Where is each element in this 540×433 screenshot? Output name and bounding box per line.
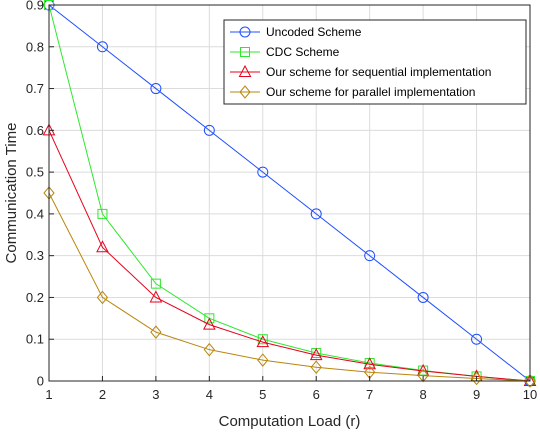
data-point-diamond bbox=[96, 290, 109, 305]
data-point-circle bbox=[471, 333, 483, 345]
y-tick-label: 0.9 bbox=[26, 0, 44, 13]
y-tick-label: 0.2 bbox=[26, 290, 44, 305]
x-tick-label: 1 bbox=[45, 387, 52, 402]
y-tick-label: 0.8 bbox=[26, 39, 44, 54]
x-tick-label: 7 bbox=[366, 387, 373, 402]
y-tick-label: 0.5 bbox=[26, 165, 44, 180]
y-tick-label: 0.1 bbox=[26, 332, 44, 347]
data-point-circle bbox=[203, 124, 215, 136]
legend-marker-triangle bbox=[238, 64, 252, 77]
data-point-diamond bbox=[150, 325, 162, 339]
legend-item: Our scheme for sequential implementation bbox=[230, 64, 491, 79]
data-point-triangle bbox=[523, 373, 537, 386]
data-point-square bbox=[204, 313, 215, 324]
legend-label: Uncoded Scheme bbox=[266, 25, 362, 39]
x-tick-label: 5 bbox=[259, 387, 266, 402]
legend-label: CDC Scheme bbox=[266, 45, 340, 59]
x-tick-label: 10 bbox=[523, 387, 537, 402]
series-layer bbox=[42, 0, 537, 388]
data-point-circle bbox=[150, 83, 162, 95]
data-point-diamond bbox=[203, 342, 215, 357]
data-point-square bbox=[150, 278, 161, 289]
data-point-diamond bbox=[257, 353, 269, 367]
legend-label: Our scheme for parallel implementation bbox=[266, 85, 475, 99]
data-point-diamond bbox=[524, 374, 536, 388]
y-tick-label: 0.3 bbox=[26, 248, 44, 263]
legend-marker-square bbox=[240, 47, 250, 57]
series-4 bbox=[43, 186, 536, 388]
x-tick-label: 4 bbox=[206, 387, 213, 402]
legend-label: Our scheme for sequential implementation bbox=[266, 65, 491, 79]
data-point-triangle bbox=[149, 290, 163, 303]
legend-marker-circle bbox=[239, 26, 251, 38]
data-point-circle bbox=[96, 41, 108, 53]
legend-item: Uncoded Scheme bbox=[230, 25, 362, 39]
data-point-square bbox=[97, 208, 108, 219]
legend-item: CDC Scheme bbox=[230, 45, 340, 59]
data-point-triangle bbox=[203, 317, 216, 330]
x-tick-label: 9 bbox=[473, 387, 480, 402]
data-point-triangle bbox=[363, 357, 376, 370]
series-line bbox=[48, 130, 531, 382]
legend: Uncoded Scheme CDC Scheme Our scheme for s… bbox=[223, 19, 527, 105]
y-tick-label: 0 bbox=[37, 374, 44, 389]
data-point-diamond bbox=[470, 371, 483, 386]
x-tick-label: 3 bbox=[152, 387, 159, 402]
plot-frame bbox=[48, 4, 531, 382]
y-axis-label: Communication Time bbox=[3, 123, 20, 264]
legend-item: Our scheme for parallel implementation bbox=[230, 85, 475, 99]
x-tick-label: 8 bbox=[419, 387, 426, 402]
tick-layer: 1 2 3 4 5 6 7 8 9 10 0 0.1 0.2 0.3 0.4 0.5 0.6 0.7 0.8 0.9 bbox=[26, 0, 537, 402]
y-tick-label: 0.6 bbox=[26, 123, 44, 138]
data-point-triangle bbox=[256, 335, 270, 348]
data-point-circle bbox=[310, 208, 322, 220]
data-point-diamond bbox=[417, 368, 429, 383]
data-point-square bbox=[257, 334, 268, 345]
series-line bbox=[48, 4, 531, 382]
data-point-triangle bbox=[96, 240, 109, 253]
x-tick-label: 2 bbox=[99, 387, 106, 402]
data-point-diamond bbox=[310, 360, 322, 374]
series-line bbox=[48, 192, 531, 382]
y-tick-label: 0.4 bbox=[26, 206, 44, 221]
y-tick-label: 0.7 bbox=[26, 81, 44, 96]
legend-marker-diamond bbox=[239, 85, 251, 99]
legend-box bbox=[223, 19, 527, 105]
x-axis-label: Computation Load (r) bbox=[219, 413, 361, 430]
data-point-circle bbox=[257, 166, 269, 178]
x-tick-label: 6 bbox=[313, 387, 320, 402]
data-point-triangle bbox=[309, 348, 323, 361]
data-point-circle bbox=[417, 291, 429, 303]
data-point-circle bbox=[364, 250, 376, 262]
